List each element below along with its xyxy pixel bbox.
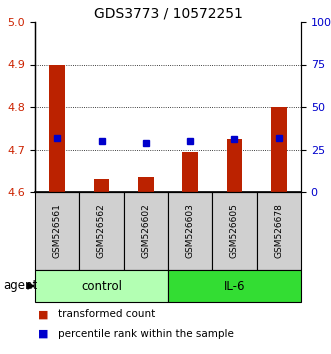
Bar <box>212 192 257 270</box>
Text: GSM526605: GSM526605 <box>230 204 239 258</box>
Bar <box>182 152 198 192</box>
Text: GSM526561: GSM526561 <box>53 204 62 258</box>
Bar <box>49 64 65 192</box>
Bar <box>79 192 124 270</box>
Text: GSM526603: GSM526603 <box>186 204 195 258</box>
Bar <box>227 139 242 192</box>
Bar <box>94 179 109 192</box>
Bar <box>257 192 301 270</box>
Bar <box>271 107 287 192</box>
Bar <box>124 192 168 270</box>
Bar <box>138 177 154 192</box>
Text: ■: ■ <box>38 309 52 319</box>
Text: IL-6: IL-6 <box>224 280 245 292</box>
Bar <box>168 192 212 270</box>
Text: ■: ■ <box>38 329 52 339</box>
Text: GSM526678: GSM526678 <box>274 204 283 258</box>
Text: transformed count: transformed count <box>58 309 156 319</box>
Text: GSM526562: GSM526562 <box>97 204 106 258</box>
Bar <box>168 270 301 302</box>
Text: GSM526602: GSM526602 <box>141 204 150 258</box>
Text: control: control <box>81 280 122 292</box>
Bar <box>35 270 168 302</box>
Bar <box>35 192 79 270</box>
Title: GDS3773 / 10572251: GDS3773 / 10572251 <box>94 7 242 21</box>
Text: agent: agent <box>3 280 37 292</box>
Text: percentile rank within the sample: percentile rank within the sample <box>58 329 234 339</box>
